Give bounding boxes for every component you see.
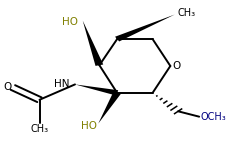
Text: HO: HO (81, 121, 97, 131)
Text: O: O (3, 82, 12, 93)
Text: OCH₃: OCH₃ (200, 112, 226, 122)
Text: CH₃: CH₃ (30, 124, 49, 134)
Polygon shape (83, 21, 103, 66)
Text: O: O (173, 61, 181, 71)
Text: HN: HN (54, 79, 70, 89)
Polygon shape (75, 84, 118, 95)
Text: CH₃: CH₃ (178, 8, 196, 18)
Polygon shape (115, 15, 175, 41)
Polygon shape (98, 92, 121, 124)
Text: HO: HO (62, 17, 78, 27)
